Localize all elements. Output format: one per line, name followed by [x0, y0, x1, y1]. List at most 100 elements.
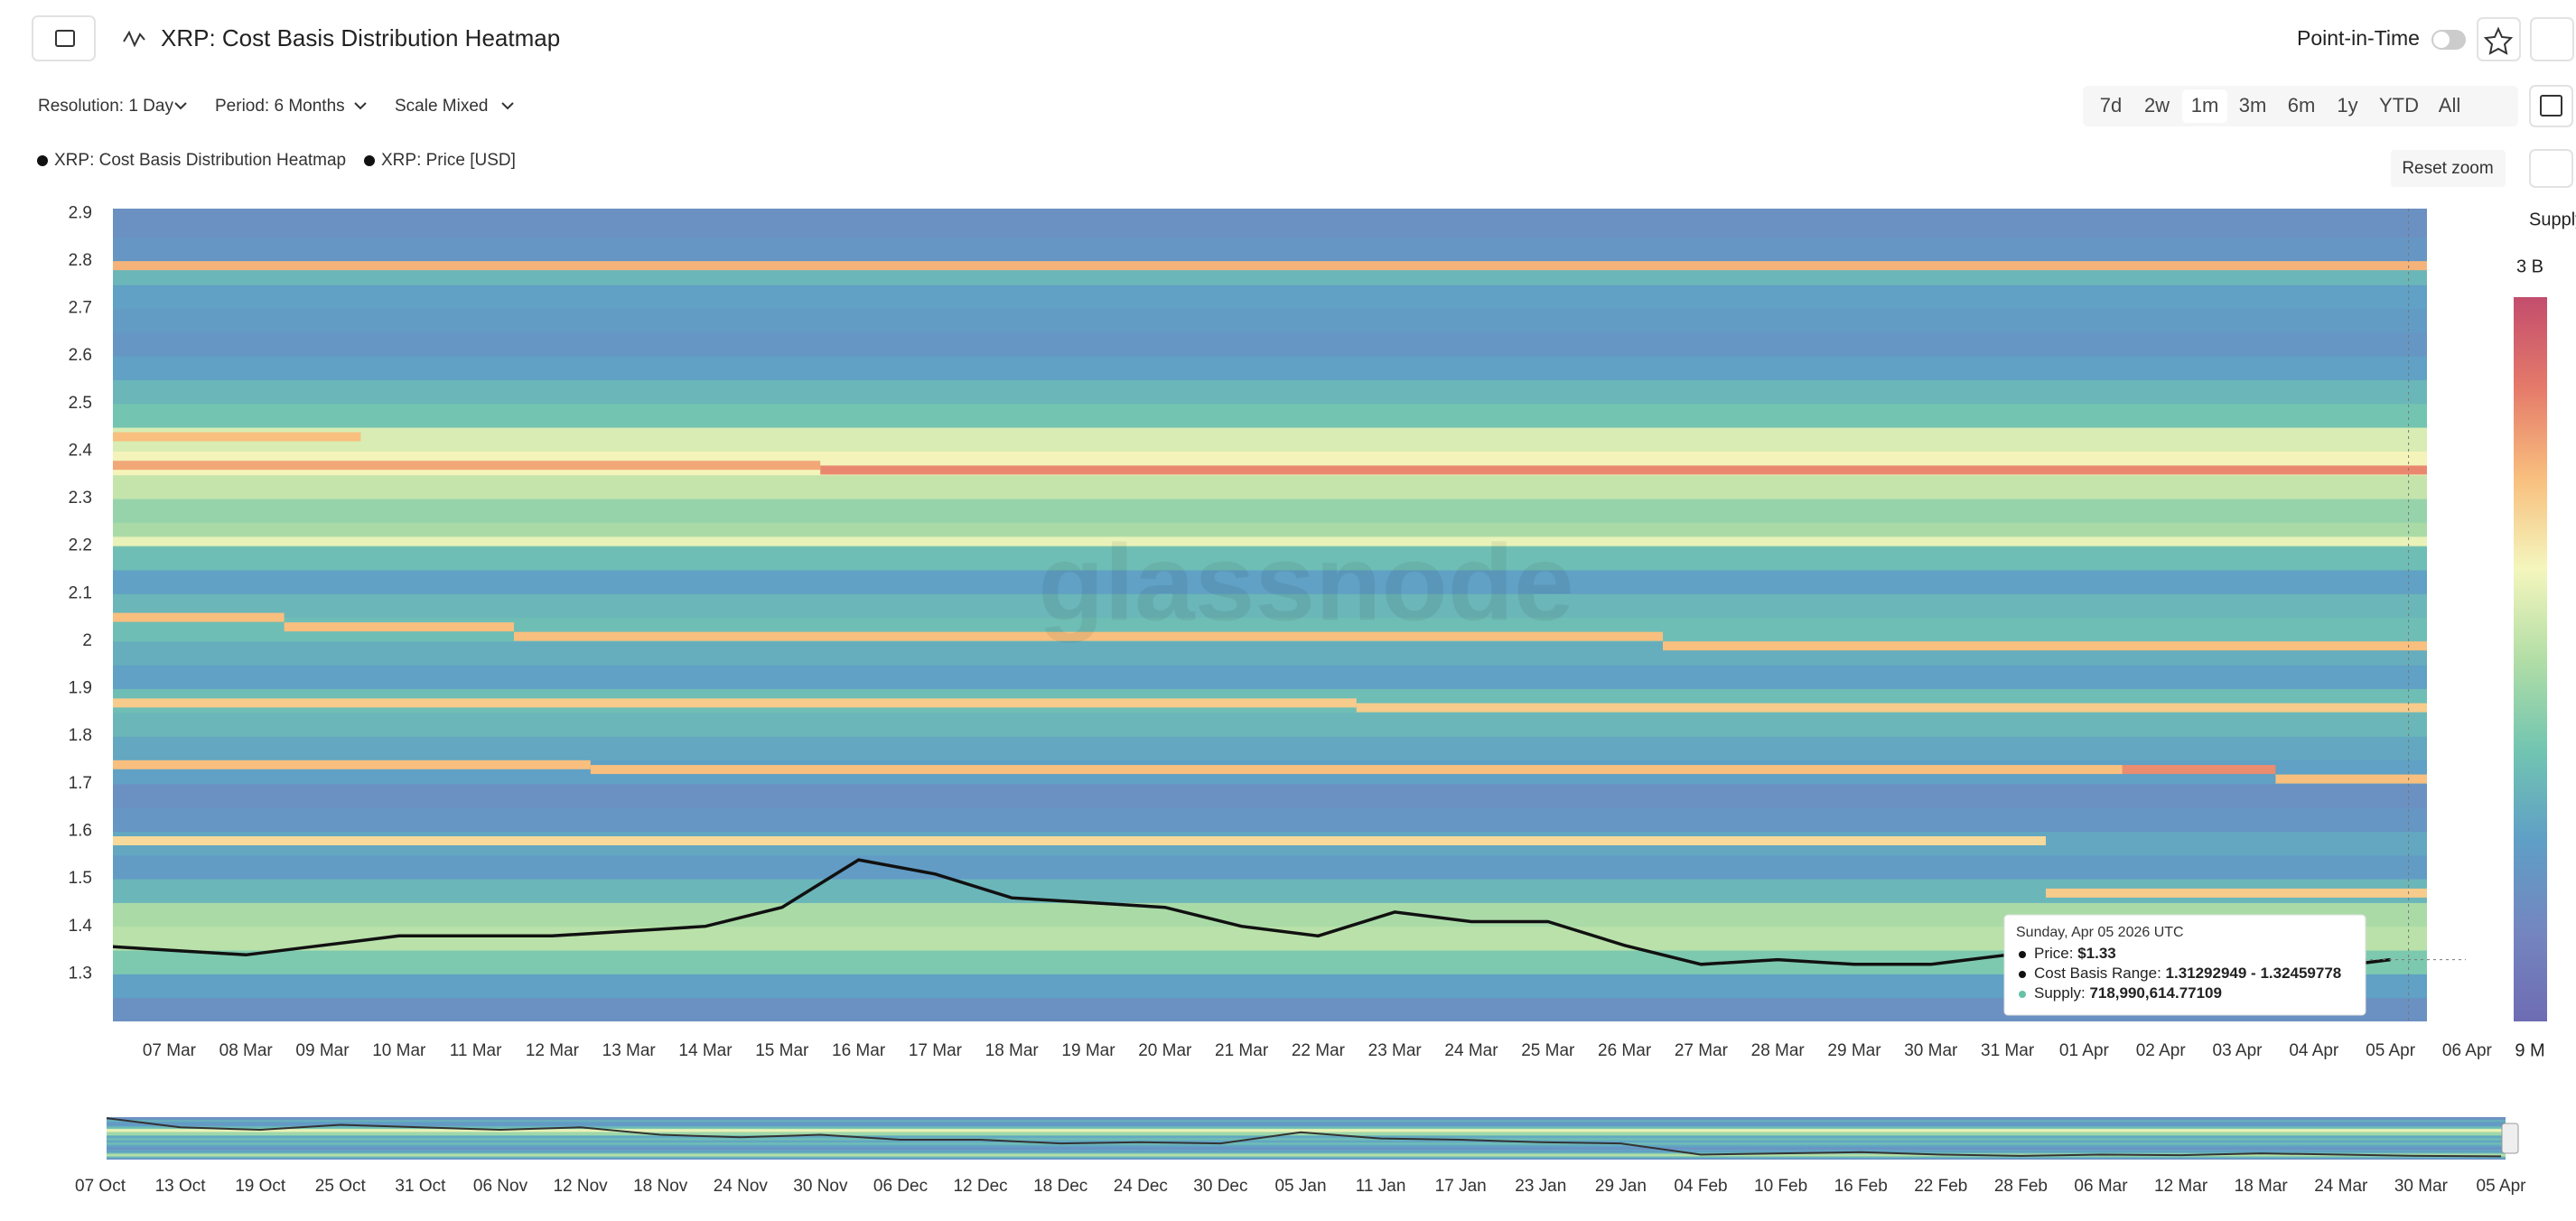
tooltip-value: 1.31292949 - 1.32459778 — [2166, 965, 2342, 982]
reset-zoom-button[interactable] — [2391, 150, 2506, 187]
navigator-row — [107, 1143, 2506, 1145]
navigator-line — [107, 1117, 2502, 1158]
colorbar-tick-label: 3 B — [2516, 256, 2543, 276]
y-tick-label: 2 — [82, 631, 92, 650]
star-button[interactable] — [2477, 17, 2521, 61]
x-tick-label: 06 Apr — [2442, 1041, 2493, 1060]
dropdown-arrows — [174, 102, 514, 110]
heatmap-level — [514, 631, 1663, 641]
x-tick-label: 12 Mar — [526, 1041, 580, 1060]
navigator-row — [107, 1133, 2506, 1135]
x-tick-label: 17 Mar — [909, 1041, 963, 1060]
range-button[interactable]: 3m — [2239, 94, 2267, 117]
screenshot-button[interactable] — [2529, 149, 2573, 188]
navigator-label: 23 Jan — [1515, 1177, 1566, 1196]
resolution-select[interactable]: Resolution: 1 Day — [38, 97, 173, 116]
x-tick-label: 26 Mar — [1598, 1041, 1652, 1060]
heatmap-level — [113, 612, 285, 622]
navigator-row — [107, 1131, 2506, 1133]
legend-heatmap[interactable]: XRP: Cost Basis Distribution Heatmap — [54, 151, 346, 170]
range-button[interactable]: 7d — [2100, 94, 2122, 117]
y-tick-label: 1.6 — [69, 821, 92, 840]
y-tick-label: 2.7 — [69, 299, 92, 318]
x-tick-label: 10 Mar — [372, 1041, 426, 1060]
tooltip-row: Cost Basis Range: 1.31292949 - 1.3245977… — [2034, 965, 2341, 982]
tooltip-row: Price: $1.33 — [2034, 945, 2116, 962]
scale-select[interactable]: Scale Mixed — [395, 97, 489, 116]
navigator-row — [107, 1142, 2506, 1144]
navigator-row — [107, 1151, 2506, 1153]
navigator-label: 24 Dec — [1114, 1177, 1168, 1196]
page-title: XRP: Cost Basis Distribution Heatmap — [161, 24, 560, 51]
navigator-plot — [107, 1117, 2506, 1160]
navigator-row — [107, 1138, 2506, 1141]
navigator-label: 13 Oct — [155, 1177, 207, 1196]
heatmap-level — [2275, 774, 2427, 784]
navigator-label: 10 Feb — [1754, 1177, 1807, 1196]
colorbar-title: Supply — [2529, 210, 2576, 229]
y-tick-label: 2.8 — [69, 251, 92, 270]
navigator-label: 18 Nov — [633, 1177, 688, 1196]
range-button[interactable]: 1y — [2337, 94, 2357, 117]
heatmap-row — [113, 499, 2427, 523]
heatmap-row — [113, 783, 2427, 808]
navigator-label: 25 Oct — [315, 1177, 367, 1196]
heatmap-level — [2046, 888, 2427, 898]
navigator-row — [107, 1158, 2506, 1160]
range-button[interactable]: YTD — [2379, 94, 2419, 117]
navigator-row — [107, 1135, 2506, 1138]
y-tick-label: 1.5 — [69, 869, 92, 888]
y-tick-label: 1.8 — [69, 726, 92, 745]
navigator-label: 12 Mar — [2154, 1177, 2208, 1196]
heatmap-row — [113, 854, 2427, 880]
legend-dot — [37, 155, 48, 166]
navigator-label: 06 Nov — [473, 1177, 528, 1196]
y-tick-label: 2.4 — [69, 441, 93, 460]
share-button[interactable] — [2530, 17, 2574, 61]
navigator-label: 18 Dec — [1033, 1177, 1087, 1196]
calendar-icon — [2540, 95, 2562, 117]
range-button[interactable]: 6m — [2288, 94, 2316, 117]
range-button[interactable]: 1m — [2191, 94, 2219, 117]
range-button[interactable]: All — [2439, 94, 2460, 117]
navigator-label: 05 Apr — [2477, 1177, 2527, 1196]
heatmap-level — [113, 536, 2427, 546]
plot-area: glassnode — [113, 209, 2427, 1021]
x-tick-label: 16 Mar — [832, 1041, 886, 1060]
navigator-row — [107, 1117, 2506, 1118]
range-selected — [2182, 89, 2227, 123]
sidebar-button[interactable] — [32, 15, 96, 61]
legend-price[interactable]: XRP: Price [USD] — [381, 151, 516, 170]
x-tick-label: 24 Mar — [1444, 1041, 1498, 1060]
calendar-button[interactable] — [2529, 85, 2573, 127]
heatmap-row — [113, 879, 2427, 903]
navigator-label: 05 Jan — [1274, 1177, 1326, 1196]
navigator-label: 24 Mar — [2314, 1177, 2368, 1196]
range-button[interactable]: 2w — [2144, 94, 2170, 117]
reset-zoom-label: Reset zoom — [2402, 159, 2493, 178]
point-in-time-label: Point-in-Time — [2297, 26, 2420, 50]
x-tick-label: 25 Mar — [1521, 1041, 1575, 1060]
x-tick-label: 30 Mar — [1904, 1041, 1958, 1060]
heatmap-level — [1663, 641, 2427, 651]
heatmap-level — [113, 698, 1357, 708]
tooltip-key: Price: — [2034, 945, 2077, 962]
navigator-row — [107, 1151, 2506, 1154]
heatmap-row — [113, 474, 2427, 499]
navigator-label: 12 Dec — [953, 1177, 1007, 1196]
tooltip-key: Cost Basis Range: — [2034, 965, 2166, 982]
y-tick-label: 1.3 — [69, 964, 92, 983]
x-tick-label: 31 Mar — [1981, 1041, 2035, 1060]
star-icon — [2483, 26, 2514, 55]
period-select[interactable]: Period: 6 Months — [215, 97, 345, 116]
heatmap-level — [113, 261, 2427, 271]
navigator-row — [107, 1155, 2506, 1158]
navigator-row — [107, 1145, 2506, 1148]
navigator-handle[interactable] — [2501, 1123, 2519, 1154]
y-tick-label: 2.5 — [69, 394, 92, 413]
x-tick-label: 27 Mar — [1675, 1041, 1729, 1060]
heatmap-row — [113, 331, 2427, 357]
navigator-row — [107, 1144, 2506, 1147]
navigator-label: 30 Nov — [793, 1177, 848, 1196]
tooltip-row: Supply: 718,990,614.77109 — [2034, 984, 2222, 1002]
